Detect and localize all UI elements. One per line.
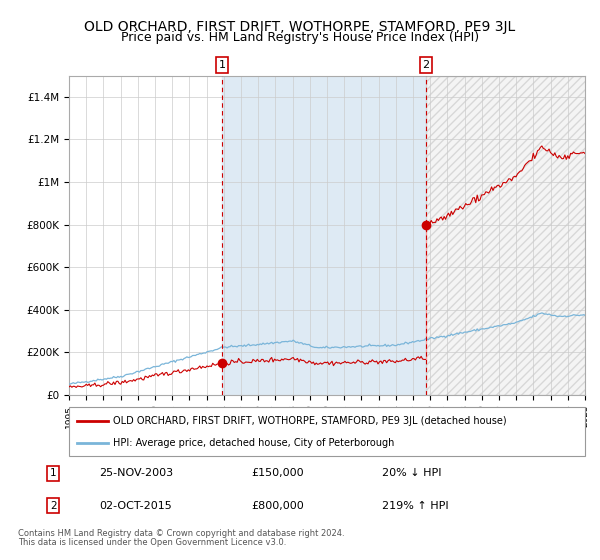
Text: This data is licensed under the Open Government Licence v3.0.: This data is licensed under the Open Gov…: [18, 538, 286, 547]
FancyBboxPatch shape: [69, 407, 585, 456]
Text: 219% ↑ HPI: 219% ↑ HPI: [382, 501, 448, 511]
Bar: [426, 76, 593, 395]
Text: 25-NOV-2003: 25-NOV-2003: [100, 468, 173, 478]
Text: HPI: Average price, detached house, City of Peterborough: HPI: Average price, detached house, City…: [113, 437, 394, 447]
Text: £150,000: £150,000: [251, 468, 304, 478]
Text: 20% ↓ HPI: 20% ↓ HPI: [382, 468, 441, 478]
Text: Contains HM Land Registry data © Crown copyright and database right 2024.: Contains HM Land Registry data © Crown c…: [18, 529, 344, 538]
Text: 1: 1: [50, 468, 56, 478]
Text: 02-OCT-2015: 02-OCT-2015: [100, 501, 172, 511]
Text: OLD ORCHARD, FIRST DRIFT, WOTHORPE, STAMFORD, PE9 3JL: OLD ORCHARD, FIRST DRIFT, WOTHORPE, STAM…: [85, 20, 515, 34]
Text: 2: 2: [422, 60, 430, 70]
Text: OLD ORCHARD, FIRST DRIFT, WOTHORPE, STAMFORD, PE9 3JL (detached house): OLD ORCHARD, FIRST DRIFT, WOTHORPE, STAM…: [113, 416, 506, 426]
Text: £800,000: £800,000: [251, 501, 304, 511]
Text: 2: 2: [50, 501, 56, 511]
Bar: [222, 76, 426, 395]
Text: 1: 1: [218, 60, 226, 70]
Text: Price paid vs. HM Land Registry's House Price Index (HPI): Price paid vs. HM Land Registry's House …: [121, 31, 479, 44]
